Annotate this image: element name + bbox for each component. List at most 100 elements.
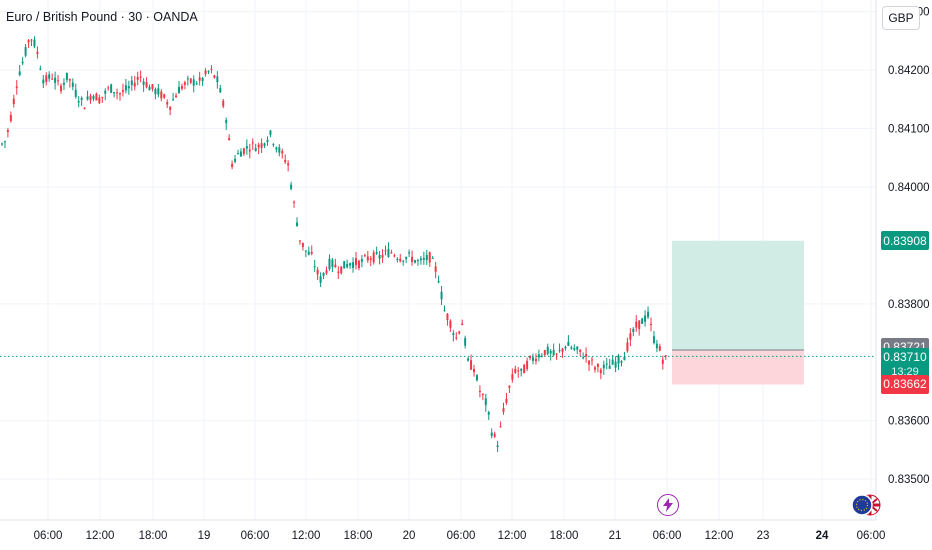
eu-uk-flags-icon[interactable] <box>851 494 881 516</box>
candle-body <box>157 88 160 95</box>
candle-body <box>549 350 552 354</box>
candle-body <box>505 398 508 403</box>
candle-body <box>24 47 27 56</box>
candle-body <box>626 342 629 352</box>
candle-body <box>95 93 98 101</box>
candle-body <box>92 96 95 100</box>
candle-body <box>357 260 360 269</box>
candle-body <box>475 375 478 381</box>
candle-body <box>154 89 157 95</box>
candle-body <box>405 256 408 259</box>
candle-body <box>511 374 514 380</box>
candle-body <box>284 159 287 163</box>
price-tick-label: 0.84100 <box>888 124 930 136</box>
candle-body <box>316 269 319 275</box>
time-tick-label: 23 <box>757 530 770 542</box>
candle-body <box>546 346 549 354</box>
candle-body <box>251 142 254 144</box>
time-tick-label: 12:00 <box>86 530 115 542</box>
candle-body <box>537 354 540 358</box>
candle-body <box>655 343 658 349</box>
candle-body <box>107 87 110 89</box>
candle-body <box>139 76 142 78</box>
price-tick-label: 0.83800 <box>888 299 930 311</box>
candle-body <box>290 184 293 189</box>
time-tick-label: 18:00 <box>139 530 168 542</box>
candle-body <box>272 144 275 146</box>
candle-body <box>564 346 567 349</box>
candle-body <box>57 80 60 82</box>
candle-body <box>325 270 328 274</box>
lightning-icon[interactable] <box>657 494 679 516</box>
candle-body <box>573 347 576 350</box>
candle-body <box>281 151 284 154</box>
candle-body <box>130 80 133 86</box>
candle-body <box>599 369 602 374</box>
candle-body <box>310 251 313 254</box>
time-tick-label: 06:00 <box>34 530 63 542</box>
candle-body <box>490 432 493 436</box>
candle-body <box>257 144 260 148</box>
candle-body <box>27 40 30 43</box>
candle-body <box>366 256 369 261</box>
candle-body <box>623 356 626 361</box>
candle-body <box>145 81 148 88</box>
candle-body <box>30 39 33 41</box>
candle-body <box>635 321 638 328</box>
candle-body <box>6 130 9 132</box>
candle-body <box>166 102 169 105</box>
candle-body <box>160 91 163 99</box>
candle-body <box>555 353 558 355</box>
candle-body <box>446 313 449 320</box>
candle-body <box>396 258 399 260</box>
candle-body <box>588 360 591 365</box>
candle-body <box>467 358 470 361</box>
candle-body <box>508 385 511 388</box>
candle-body <box>369 258 372 260</box>
candle-body <box>593 367 596 370</box>
candle-body <box>428 252 431 263</box>
candle-body <box>596 364 599 367</box>
candle-body <box>65 72 68 81</box>
candle-body <box>473 368 475 373</box>
candle-body <box>68 79 71 81</box>
candle-body <box>275 147 278 150</box>
candle-body <box>77 101 80 103</box>
candle-body <box>124 85 127 91</box>
candle-body <box>163 94 166 98</box>
candle-body <box>517 370 520 372</box>
candle-body <box>567 341 570 346</box>
candle-body <box>210 68 213 70</box>
time-tick-label: 06:00 <box>241 530 270 542</box>
candle-body <box>346 263 349 268</box>
take-profit-zone[interactable] <box>672 240 804 350</box>
position-tool[interactable] <box>672 240 804 385</box>
candle-body <box>617 355 620 364</box>
candle-body <box>322 272 325 276</box>
candle-body <box>148 86 151 91</box>
candle-body <box>180 86 183 89</box>
candle-body <box>464 338 467 346</box>
stop-loss-zone[interactable] <box>672 349 804 385</box>
candle-body <box>101 96 104 98</box>
candle-body <box>638 320 641 330</box>
candle-body <box>608 365 611 369</box>
candle-body <box>278 147 281 153</box>
candle-body <box>540 355 543 357</box>
candle-body <box>12 98 15 105</box>
currency-button[interactable]: GBP <box>882 6 920 30</box>
time-axis[interactable]: 06:00 12:00 18:00 19 06:00 12:00 18:00 20 06:00 1… <box>34 530 886 542</box>
candle-body <box>543 350 546 356</box>
candle-body <box>652 336 655 343</box>
candle-body <box>186 78 189 80</box>
candle-body <box>328 258 331 270</box>
candle-body <box>222 100 225 107</box>
candle-body <box>360 259 363 262</box>
candle-body <box>9 114 12 122</box>
candle-body <box>340 266 343 274</box>
candle-body <box>461 323 464 326</box>
candle-body <box>245 146 248 149</box>
candle-body <box>658 346 661 351</box>
candle-body <box>113 92 116 94</box>
